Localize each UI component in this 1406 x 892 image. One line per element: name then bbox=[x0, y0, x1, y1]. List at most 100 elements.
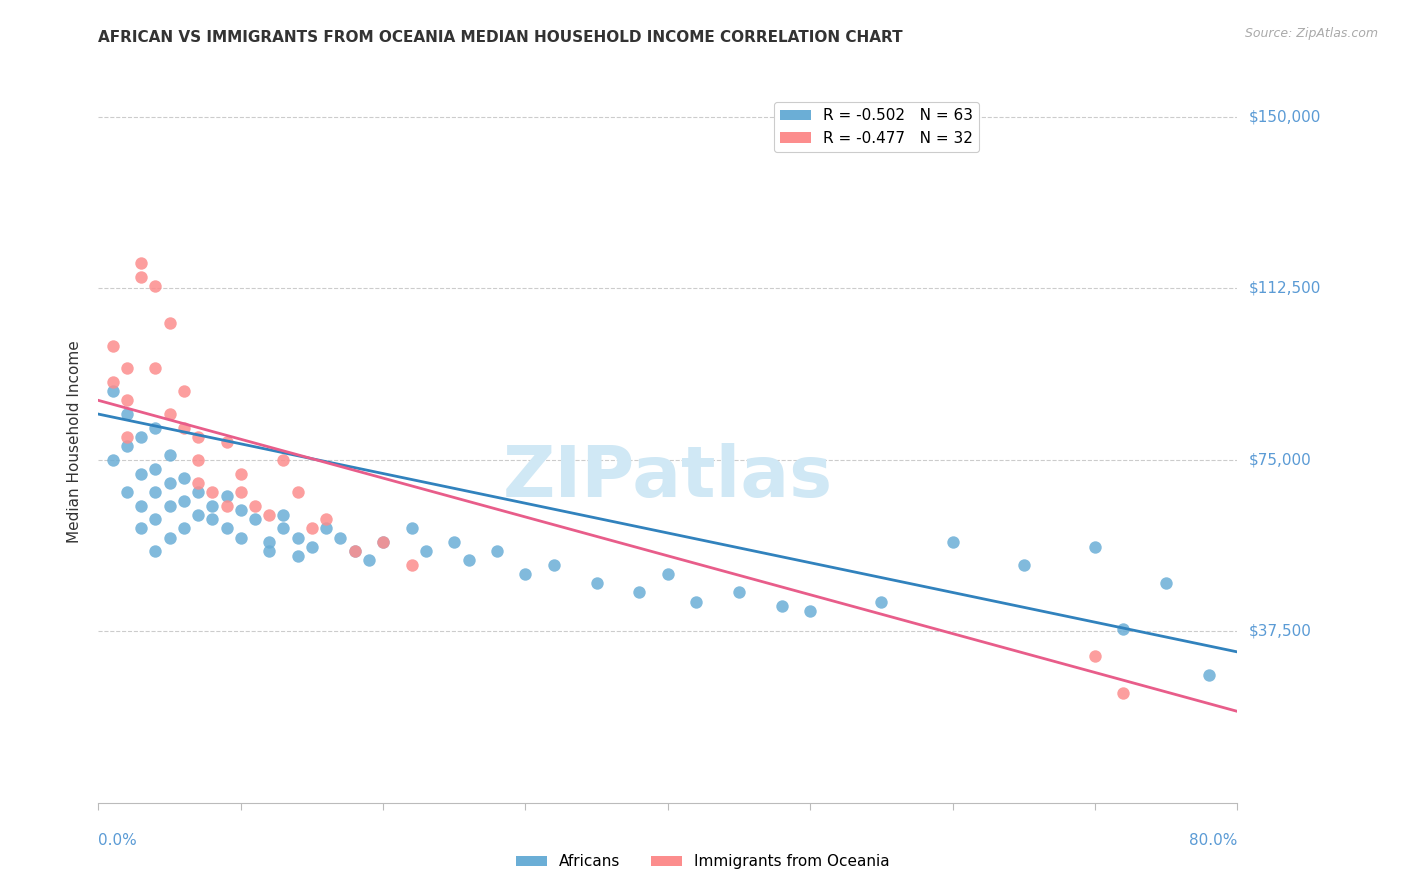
Point bbox=[187, 453, 209, 467]
Point bbox=[415, 544, 437, 558]
Point bbox=[315, 512, 337, 526]
Text: 80.0%: 80.0% bbox=[1189, 833, 1237, 848]
Point bbox=[287, 531, 309, 545]
Point bbox=[799, 604, 821, 618]
Text: ZIPatlas: ZIPatlas bbox=[503, 443, 832, 512]
Point bbox=[486, 544, 509, 558]
Point bbox=[259, 535, 281, 549]
Point bbox=[543, 558, 565, 572]
Point bbox=[187, 508, 209, 522]
Point bbox=[159, 531, 181, 545]
Point bbox=[187, 430, 209, 444]
Point bbox=[273, 508, 295, 522]
Text: $37,500: $37,500 bbox=[1249, 624, 1312, 639]
Point bbox=[159, 475, 181, 490]
Point bbox=[115, 407, 138, 421]
Point bbox=[229, 531, 252, 545]
Point bbox=[201, 499, 224, 513]
Point bbox=[515, 567, 537, 582]
Point bbox=[229, 503, 252, 517]
Point bbox=[173, 521, 195, 535]
Point bbox=[101, 375, 124, 389]
Point bbox=[215, 521, 238, 535]
Point bbox=[1084, 649, 1107, 664]
Point bbox=[145, 512, 167, 526]
Point bbox=[301, 521, 323, 535]
Point bbox=[343, 544, 366, 558]
Point bbox=[115, 430, 138, 444]
Text: $75,000: $75,000 bbox=[1249, 452, 1312, 467]
Point bbox=[145, 421, 167, 435]
Point bbox=[215, 490, 238, 504]
Point bbox=[287, 549, 309, 563]
Point bbox=[129, 430, 152, 444]
Point bbox=[159, 448, 181, 462]
Point bbox=[585, 576, 607, 591]
Point bbox=[115, 439, 138, 453]
Point bbox=[173, 384, 195, 399]
Point bbox=[685, 594, 707, 608]
Point bbox=[159, 407, 181, 421]
Point bbox=[159, 499, 181, 513]
Point bbox=[173, 421, 195, 435]
Point bbox=[1084, 540, 1107, 554]
Point bbox=[229, 484, 252, 499]
Point bbox=[215, 499, 238, 513]
Point bbox=[129, 521, 152, 535]
Point bbox=[101, 338, 124, 352]
Legend: R = -0.502   N = 63, R = -0.477   N = 32: R = -0.502 N = 63, R = -0.477 N = 32 bbox=[775, 103, 979, 153]
Point bbox=[259, 544, 281, 558]
Point bbox=[115, 484, 138, 499]
Point bbox=[273, 453, 295, 467]
Point bbox=[1112, 622, 1135, 636]
Point bbox=[173, 471, 195, 485]
Point bbox=[201, 484, 224, 499]
Point bbox=[301, 540, 323, 554]
Text: 0.0%: 0.0% bbox=[98, 833, 138, 848]
Point bbox=[770, 599, 793, 614]
Point bbox=[657, 567, 679, 582]
Point bbox=[129, 467, 152, 481]
Point bbox=[187, 475, 209, 490]
Point bbox=[401, 521, 423, 535]
Point bbox=[215, 434, 238, 449]
Point bbox=[101, 453, 124, 467]
Point bbox=[329, 531, 352, 545]
Point bbox=[201, 512, 224, 526]
Point bbox=[187, 484, 209, 499]
Point bbox=[101, 384, 124, 399]
Point bbox=[243, 499, 266, 513]
Point bbox=[259, 508, 281, 522]
Point bbox=[1012, 558, 1035, 572]
Point bbox=[159, 316, 181, 330]
Point bbox=[145, 462, 167, 476]
Point bbox=[115, 393, 138, 408]
Point bbox=[287, 484, 309, 499]
Point bbox=[373, 535, 395, 549]
Point bbox=[357, 553, 380, 567]
Text: Source: ZipAtlas.com: Source: ZipAtlas.com bbox=[1244, 27, 1378, 40]
Point bbox=[1154, 576, 1177, 591]
Point bbox=[942, 535, 965, 549]
Point bbox=[115, 361, 138, 376]
Text: AFRICAN VS IMMIGRANTS FROM OCEANIA MEDIAN HOUSEHOLD INCOME CORRELATION CHART: AFRICAN VS IMMIGRANTS FROM OCEANIA MEDIA… bbox=[98, 29, 903, 45]
Y-axis label: Median Household Income: Median Household Income bbox=[67, 340, 83, 543]
Point bbox=[373, 535, 395, 549]
Point bbox=[1198, 667, 1220, 681]
Point bbox=[243, 512, 266, 526]
Point bbox=[173, 494, 195, 508]
Point bbox=[129, 256, 152, 270]
Point bbox=[870, 594, 893, 608]
Point bbox=[129, 499, 152, 513]
Point bbox=[1112, 686, 1135, 700]
Text: $112,500: $112,500 bbox=[1249, 281, 1320, 296]
Point bbox=[145, 544, 167, 558]
Point bbox=[457, 553, 479, 567]
Legend: Africans, Immigrants from Oceania: Africans, Immigrants from Oceania bbox=[510, 848, 896, 875]
Point bbox=[728, 585, 751, 599]
Point bbox=[443, 535, 465, 549]
Point bbox=[401, 558, 423, 572]
Point bbox=[229, 467, 252, 481]
Point bbox=[145, 484, 167, 499]
Point bbox=[145, 361, 167, 376]
